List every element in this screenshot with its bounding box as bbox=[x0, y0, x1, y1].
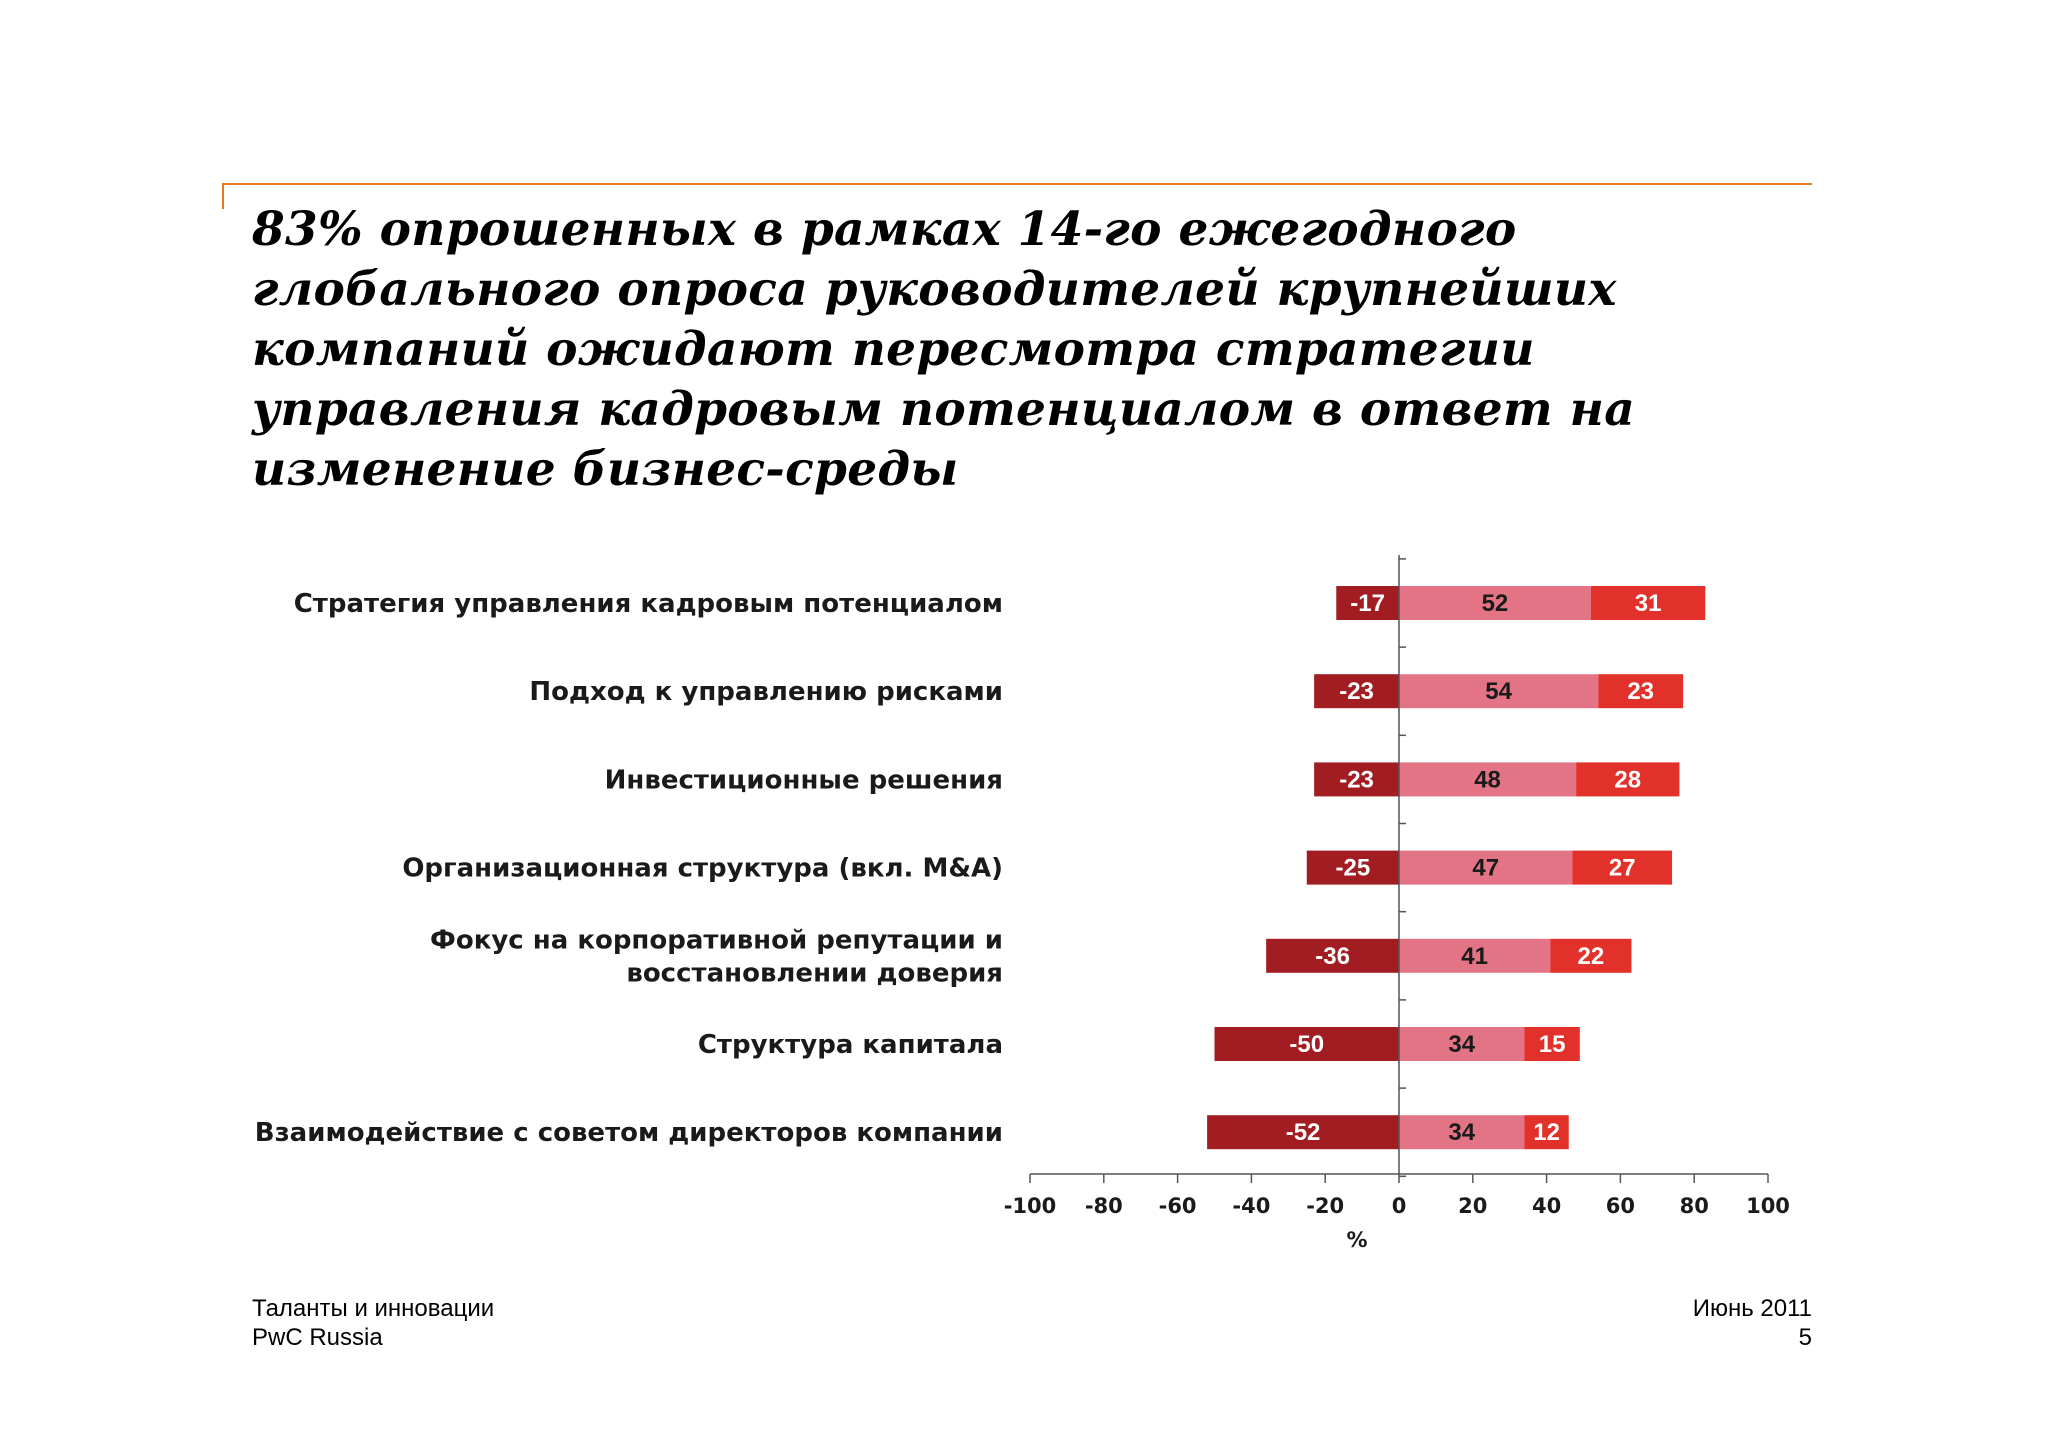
bar-segment bbox=[1590, 586, 1706, 620]
bar-segment bbox=[1399, 762, 1577, 797]
bar-value-label: 34 bbox=[1448, 1031, 1475, 1058]
category-label-line: Подход к управлению рисками bbox=[529, 677, 1003, 707]
bar-segment bbox=[1576, 762, 1680, 797]
x-tick-label: -40 bbox=[1232, 1194, 1270, 1218]
x-tick-label: 100 bbox=[1746, 1194, 1790, 1218]
bar-segment bbox=[1399, 586, 1591, 620]
bar-value-label: 12 bbox=[1533, 1119, 1560, 1146]
bar-segment bbox=[1550, 938, 1632, 973]
bar-value-label: 22 bbox=[1578, 943, 1605, 970]
x-tick-label: 20 bbox=[1458, 1194, 1487, 1218]
category-label-line: Взаимодействие с советом директоров комп… bbox=[255, 1118, 1003, 1148]
footer-company: PwC Russia bbox=[252, 1324, 383, 1351]
bar-value-label: 48 bbox=[1474, 766, 1501, 793]
x-tick-label: 80 bbox=[1680, 1194, 1709, 1218]
x-tick-label: 0 bbox=[1392, 1194, 1407, 1218]
footer-left: Таланты и инновации PwC Russia bbox=[252, 1294, 494, 1352]
category-label-line: Стратегия управления кадровым потенциало… bbox=[294, 589, 1003, 619]
category-label: Фокус на корпоративной репутации и восста… bbox=[430, 925, 1003, 988]
bar-value-label: -23 bbox=[1339, 678, 1374, 705]
footer-date: Июнь 2011 bbox=[1692, 1295, 1812, 1322]
x-tick-label: -60 bbox=[1159, 1194, 1197, 1218]
bar-segment bbox=[1572, 850, 1673, 885]
bar-value-label: -23 bbox=[1339, 766, 1374, 793]
footer-page-number: 5 bbox=[1798, 1324, 1812, 1351]
bar-value-label: 28 bbox=[1614, 766, 1641, 793]
category-label-line: Организационная структура (вкл. M&A) bbox=[402, 854, 1003, 884]
bar-value-label: 27 bbox=[1609, 855, 1636, 882]
x-axis-label: % bbox=[1346, 1228, 1367, 1252]
bar-segment bbox=[1399, 1115, 1525, 1150]
bar-value-label: 47 bbox=[1472, 855, 1499, 882]
bar-value-label: 15 bbox=[1539, 1031, 1566, 1058]
bar-value-label: 54 bbox=[1485, 678, 1512, 705]
footer-report-name: Таланты и инновации bbox=[252, 1295, 495, 1322]
title-rule-tick bbox=[222, 183, 224, 209]
bar-value-label: -50 bbox=[1289, 1031, 1324, 1058]
bar-value-label: 52 bbox=[1482, 590, 1509, 617]
bar-segment bbox=[1524, 1115, 1569, 1150]
category-label-line: Фокус на корпоративной репутации и bbox=[430, 925, 1003, 955]
x-tick-label: -100 bbox=[1004, 1194, 1057, 1218]
x-tick-label: 60 bbox=[1606, 1194, 1635, 1218]
category-label: Подход к управлению рисками bbox=[529, 677, 1003, 707]
bar-value-label: -52 bbox=[1286, 1119, 1321, 1146]
category-label-line: Структура капитала bbox=[698, 1030, 1003, 1060]
bar-value-label: -17 bbox=[1350, 590, 1385, 617]
slide-title: 83% опрошенных в рамках 14-го ежегодного… bbox=[252, 202, 1635, 497]
bar-segment bbox=[1314, 674, 1399, 709]
bar-value-label: 34 bbox=[1448, 1119, 1475, 1146]
bar-segment bbox=[1314, 762, 1399, 797]
x-tick-label: 40 bbox=[1532, 1194, 1561, 1218]
bar-segment bbox=[1524, 1027, 1580, 1061]
bar-segment bbox=[1399, 674, 1599, 709]
category-label-line: Инвестиционные решения bbox=[605, 765, 1003, 795]
bar-value-label: 23 bbox=[1627, 678, 1654, 705]
category-label: Инвестиционные решения bbox=[605, 765, 1003, 795]
bar-segment bbox=[1214, 1027, 1399, 1061]
bar-value-label: 31 bbox=[1635, 590, 1662, 617]
category-label-line: восстановлении доверия bbox=[626, 958, 1003, 988]
category-label: Взаимодействие с советом директоров комп… bbox=[255, 1118, 1003, 1148]
bar-segment bbox=[1399, 1027, 1525, 1061]
title-rule bbox=[222, 183, 1812, 185]
bar-value-label: -36 bbox=[1315, 943, 1350, 970]
x-tick-label: -80 bbox=[1085, 1194, 1123, 1218]
category-label: Структура капитала bbox=[698, 1030, 1003, 1060]
category-label: Организационная структура (вкл. M&A) bbox=[402, 854, 1003, 884]
bar-segment bbox=[1598, 674, 1684, 709]
bar-value-label: 41 bbox=[1461, 943, 1488, 970]
category-label: Стратегия управления кадровым потенциало… bbox=[294, 589, 1003, 619]
bar-segment bbox=[1399, 938, 1551, 973]
footer-right: Июнь 2011 5 bbox=[1693, 1294, 1812, 1352]
bar-segment bbox=[1207, 1115, 1399, 1150]
bar-value-label: -25 bbox=[1336, 855, 1371, 882]
bar-segment bbox=[1336, 586, 1399, 620]
bar-segment bbox=[1399, 850, 1573, 885]
bar-segment bbox=[1306, 850, 1399, 885]
x-tick-label: -20 bbox=[1306, 1194, 1344, 1218]
bar-segment bbox=[1266, 938, 1399, 973]
